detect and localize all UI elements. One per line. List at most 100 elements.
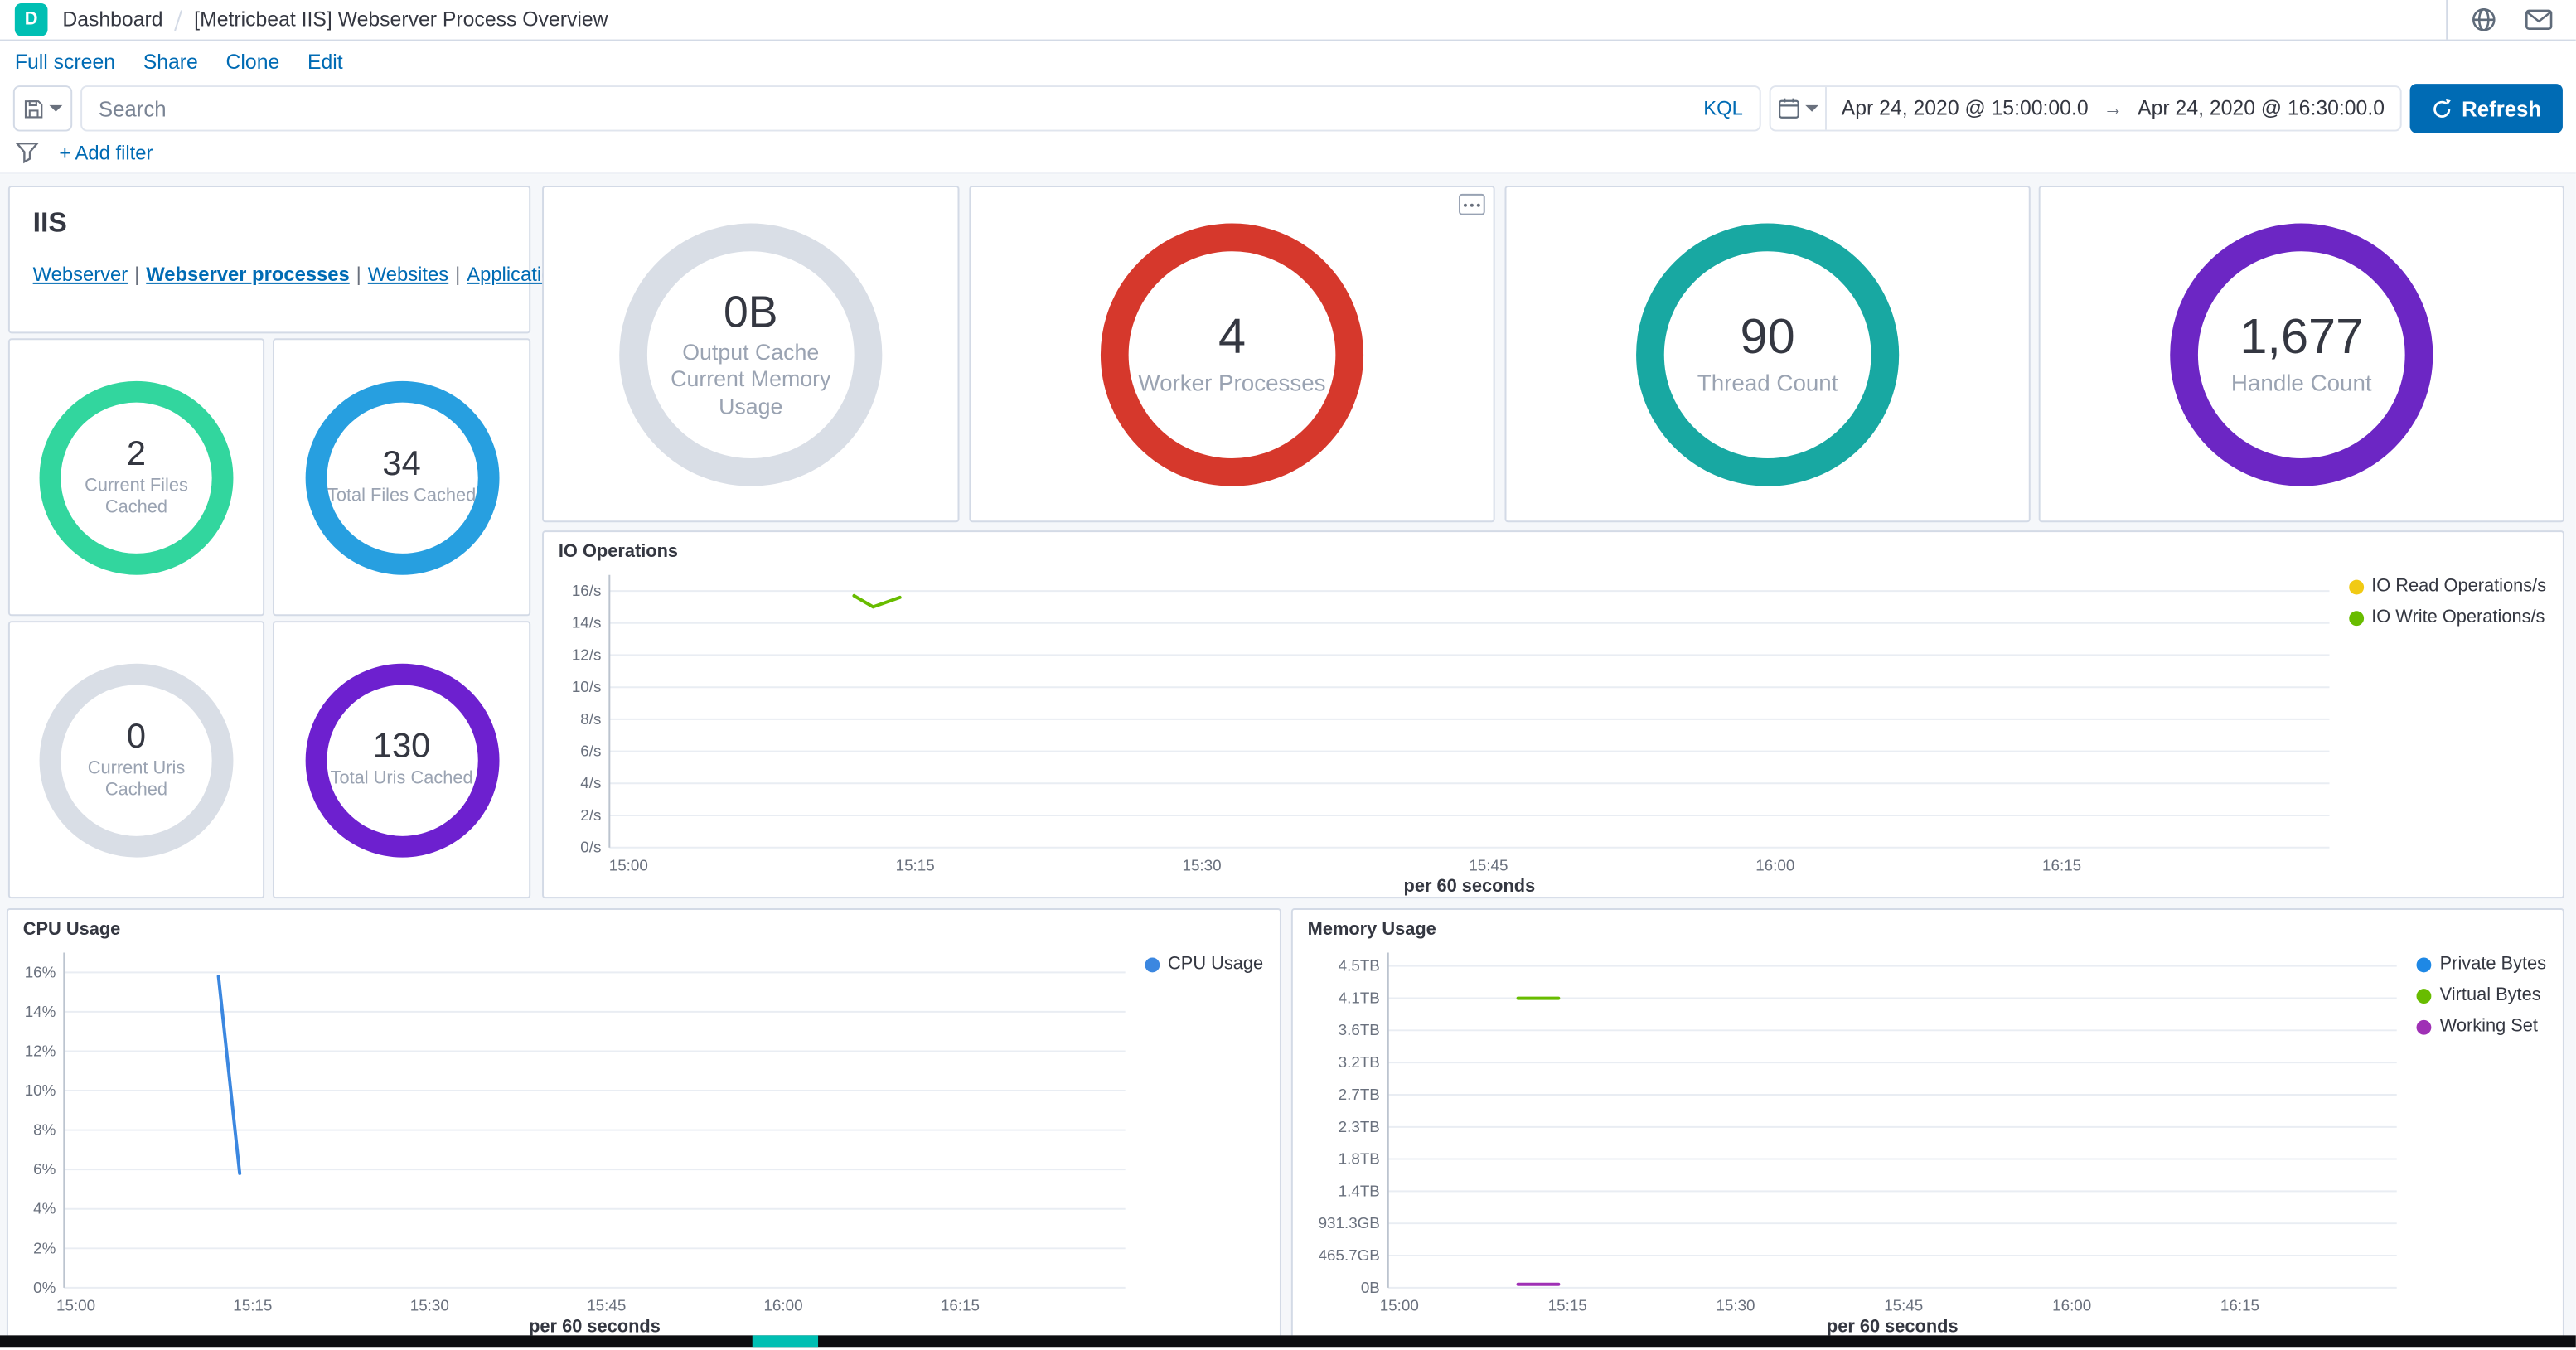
toolbar-share[interactable]: Share <box>143 51 198 75</box>
legend-item[interactable]: Virtual Bytes <box>2416 985 2546 1005</box>
legend-item[interactable]: IO Write Operations/s <box>2348 607 2546 627</box>
svg-text:2.3TB: 2.3TB <box>1339 1118 1380 1135</box>
breadcrumb-separator <box>174 9 183 31</box>
date-picker: Apr 24, 2020 @ 15:00:00.0 → Apr 24, 2020… <box>1769 85 2401 132</box>
iis-panel-title: IIS <box>32 206 67 239</box>
svg-text:16:15: 16:15 <box>941 1297 980 1314</box>
panel-current-uris-cached: 0 Current Uris Cached <box>7 621 265 899</box>
gauge-ring: 34 Total Files Cached <box>304 380 499 574</box>
panel-options-icon[interactable] <box>1459 193 1485 215</box>
link-separator <box>350 263 368 286</box>
legend-dot <box>2348 610 2364 626</box>
svg-text:2%: 2% <box>33 1239 56 1256</box>
refresh-label: Refresh <box>2462 95 2542 121</box>
filter-bar: + Add filter <box>0 133 2576 175</box>
query-bar: KQL Apr 24, 2020 @ 15:00:00.0 → Apr 24, … <box>0 84 2576 133</box>
svg-text:14/s: 14/s <box>572 614 602 631</box>
legend-item[interactable]: Working Set <box>2416 1016 2546 1037</box>
svg-text:16:15: 16:15 <box>2042 856 2081 873</box>
link-websites[interactable]: Websites <box>367 263 449 286</box>
svg-text:15:00: 15:00 <box>1380 1297 1419 1314</box>
space-avatar[interactable]: D <box>14 2 48 36</box>
svg-text:15:45: 15:45 <box>587 1297 626 1314</box>
search-input[interactable] <box>98 95 1691 121</box>
legend-item[interactable]: CPU Usage <box>1145 955 1263 974</box>
svg-text:15:00: 15:00 <box>609 856 648 873</box>
gauge-label: Current Uris Cached <box>87 758 186 801</box>
svg-text:8%: 8% <box>33 1121 56 1139</box>
svg-text:15:30: 15:30 <box>1716 1297 1755 1314</box>
svg-text:10/s: 10/s <box>572 678 602 695</box>
toolbar-full-screen[interactable]: Full screen <box>14 51 116 75</box>
cpu-usage-chart[interactable]: 0% 2% 4% 6% 8% 10% 12% 14% 16% 15:00 15:15 15:30 15:… <box>8 943 1138 1335</box>
refresh-button[interactable]: Refresh <box>2409 84 2563 133</box>
svg-text:4/s: 4/s <box>580 774 601 791</box>
svg-text:16%: 16% <box>25 963 56 980</box>
gauge-label: Worker Processes <box>1138 369 1326 396</box>
memory-usage-chart[interactable]: 0B 465.7GB 931.3GB 1.4TB 1.8TB 2.3TB 2.7TB 3.2T… <box>1293 943 2410 1335</box>
globe-icon[interactable] <box>2471 7 2497 33</box>
svg-text:15:15: 15:15 <box>896 856 935 873</box>
chart-legend: CPU Usage <box>1138 943 1280 1336</box>
svg-text:931.3GB: 931.3GB <box>1319 1214 1380 1231</box>
link-separator <box>128 263 146 286</box>
panel-output-cache-memory: 0B Output Cache Current Memory Usage <box>542 185 960 523</box>
toolbar-clone[interactable]: Clone <box>225 51 280 75</box>
panel-memory-usage: Memory Usage 0B 465.7GB 931.3GB 1.4TB 1.8TB 2… <box>1290 908 2564 1336</box>
gauge-label: Thread Count <box>1697 369 1838 396</box>
gauge-ring: 2 Current Files Cached <box>39 380 234 574</box>
date-to[interactable]: Apr 24, 2020 @ 16:30:00.0 <box>2138 96 2385 120</box>
svg-text:0/s: 0/s <box>580 839 601 856</box>
panel-title: IO Operations <box>558 542 679 562</box>
svg-text:10%: 10% <box>25 1081 56 1099</box>
legend-item[interactable]: Private Bytes <box>2416 954 2547 975</box>
panel-cpu-usage: CPU Usage 0% 2% 4% 6% 8% 10% 12% 14% 16% 15:00 15:… <box>6 908 1281 1336</box>
legend-label: Working Set <box>2439 1016 2539 1037</box>
saved-query-button[interactable] <box>12 85 73 132</box>
gauge-value: 2 <box>126 434 147 473</box>
svg-text:15:30: 15:30 <box>410 1297 449 1314</box>
svg-text:1.4TB: 1.4TB <box>1339 1182 1380 1199</box>
add-filter-button[interactable]: + Add filter <box>59 141 153 165</box>
breadcrumb: Dashboard [Metricbeat IIS] Webserver Pro… <box>62 8 2431 31</box>
io-operations-chart[interactable]: 0/s 2/s 4/s 6/s 8/s 10/s 12/s 14/s 16/s 15:00 15:1… <box>544 565 2342 897</box>
panel-handle-count: 1,677 Handle Count <box>2038 185 2564 523</box>
link-webserver[interactable]: Webserver <box>32 263 128 286</box>
date-from[interactable]: Apr 24, 2020 @ 15:00:00.0 <box>1841 96 2089 120</box>
panel-thread-count: 90 Thread Count <box>1504 185 2031 523</box>
legend-label: Virtual Bytes <box>2439 985 2541 1005</box>
kql-button[interactable]: KQL <box>1703 96 1743 120</box>
panel-total-files-cached: 34 Total Files Cached <box>273 338 531 617</box>
breadcrumb-dashboard[interactable]: Dashboard <box>62 7 163 31</box>
svg-text:16:00: 16:00 <box>763 1297 802 1314</box>
svg-text:1.8TB: 1.8TB <box>1339 1149 1380 1167</box>
page-title: [Metricbeat IIS] Webserver Process Overv… <box>194 7 608 31</box>
legend-label: Private Bytes <box>2439 954 2547 975</box>
toolbar-edit[interactable]: Edit <box>307 51 343 75</box>
legend-label: IO Read Operations/s <box>2371 576 2547 597</box>
calendar-button[interactable] <box>1771 87 1827 130</box>
gauge-ring: 0B Output Cache Current Memory Usage <box>619 222 883 486</box>
link-webserver-processes[interactable]: Webserver processes <box>146 263 350 286</box>
mail-icon[interactable] <box>2525 8 2553 31</box>
legend-item[interactable]: IO Read Operations/s <box>2348 576 2547 597</box>
calendar-icon <box>1778 98 1799 119</box>
top-header: D Dashboard [Metricbeat IIS] Webserver P… <box>0 0 2576 41</box>
svg-text:15:45: 15:45 <box>1469 856 1508 873</box>
svg-text:15:30: 15:30 <box>1182 856 1221 873</box>
legend-dot <box>2416 988 2432 1004</box>
refresh-icon <box>2433 98 2451 117</box>
legend-dot <box>2416 1019 2432 1034</box>
gauge-value: 90 <box>1740 311 1795 365</box>
gauge-value: 0 <box>126 717 147 756</box>
svg-text:per 60 seconds: per 60 seconds <box>1404 875 1536 896</box>
gauge-value: 130 <box>372 728 431 767</box>
gauge-value: 4 <box>1218 311 1247 365</box>
svg-text:4.1TB: 4.1TB <box>1339 989 1380 1006</box>
svg-text:2/s: 2/s <box>580 806 601 824</box>
svg-text:12/s: 12/s <box>572 646 602 663</box>
filter-icon[interactable] <box>15 141 40 164</box>
gauge-label: Total Files Cached <box>327 486 477 507</box>
bottom-taskbar <box>0 1335 2576 1348</box>
svg-text:6/s: 6/s <box>580 743 601 760</box>
